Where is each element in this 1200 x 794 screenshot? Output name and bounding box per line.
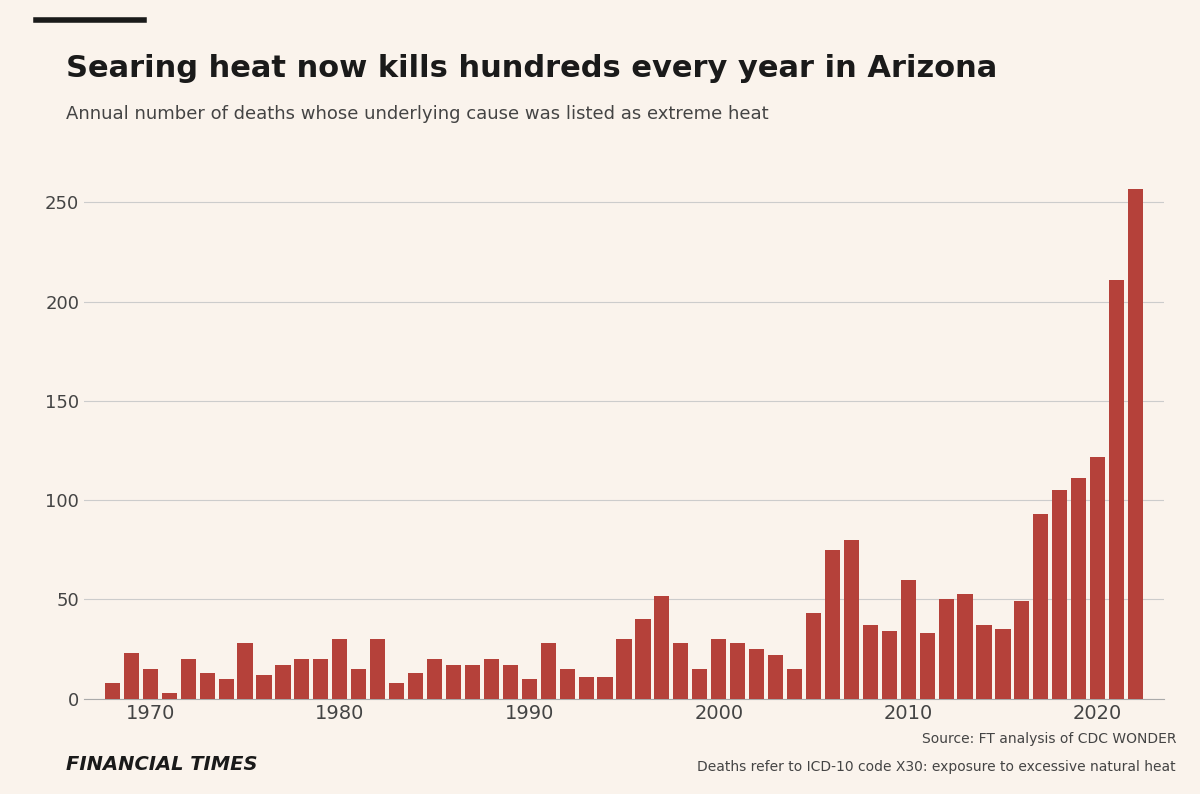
Bar [1014, 602, 1030, 699]
Bar [181, 659, 196, 699]
Bar [1109, 280, 1124, 699]
Bar [522, 679, 536, 699]
Bar [1052, 491, 1067, 699]
Bar [238, 643, 253, 699]
Bar [332, 639, 347, 699]
Bar [598, 676, 613, 699]
Bar [389, 683, 404, 699]
Text: FINANCIAL TIMES: FINANCIAL TIMES [66, 755, 258, 774]
Text: Annual number of deaths whose underlying cause was listed as extreme heat: Annual number of deaths whose underlying… [66, 105, 769, 123]
Bar [768, 655, 784, 699]
Bar [464, 665, 480, 699]
Bar [275, 665, 290, 699]
Bar [958, 594, 973, 699]
Bar [617, 639, 631, 699]
Text: Deaths refer to ICD-10 code X30: exposure to excessive natural heat: Deaths refer to ICD-10 code X30: exposur… [697, 760, 1176, 774]
Bar [787, 669, 802, 699]
Bar [408, 673, 424, 699]
Text: Source: FT analysis of CDC WONDER: Source: FT analysis of CDC WONDER [922, 732, 1176, 746]
Bar [370, 639, 385, 699]
Bar [806, 613, 821, 699]
Bar [124, 653, 139, 699]
Bar [446, 665, 461, 699]
Bar [901, 580, 916, 699]
Bar [541, 643, 556, 699]
Bar [427, 659, 442, 699]
Bar [730, 643, 745, 699]
Bar [673, 643, 689, 699]
Bar [712, 639, 726, 699]
Bar [143, 669, 158, 699]
Bar [352, 669, 366, 699]
Bar [1090, 457, 1105, 699]
Bar [104, 683, 120, 699]
Bar [503, 665, 518, 699]
Bar [1072, 478, 1086, 699]
Text: Searing heat now kills hundreds every year in Arizona: Searing heat now kills hundreds every ye… [66, 54, 997, 83]
Bar [882, 631, 896, 699]
Bar [654, 596, 670, 699]
Bar [559, 669, 575, 699]
Bar [749, 649, 764, 699]
Bar [294, 659, 310, 699]
Bar [162, 692, 176, 699]
Bar [692, 669, 707, 699]
Bar [578, 676, 594, 699]
Bar [1128, 189, 1144, 699]
Bar [1033, 515, 1049, 699]
Bar [844, 540, 859, 699]
Bar [218, 679, 234, 699]
Bar [199, 673, 215, 699]
Bar [995, 629, 1010, 699]
Bar [977, 626, 991, 699]
Bar [635, 619, 650, 699]
Bar [257, 675, 271, 699]
Bar [938, 599, 954, 699]
Bar [919, 634, 935, 699]
Bar [484, 659, 499, 699]
Bar [824, 549, 840, 699]
Bar [863, 626, 878, 699]
Bar [313, 659, 329, 699]
